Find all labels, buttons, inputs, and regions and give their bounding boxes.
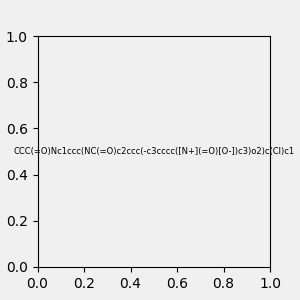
Text: CCC(=O)Nc1ccc(NC(=O)c2ccc(-c3cccc([N+](=O)[O-])c3)o2)c(Cl)c1: CCC(=O)Nc1ccc(NC(=O)c2ccc(-c3cccc([N+](=… bbox=[13, 147, 294, 156]
